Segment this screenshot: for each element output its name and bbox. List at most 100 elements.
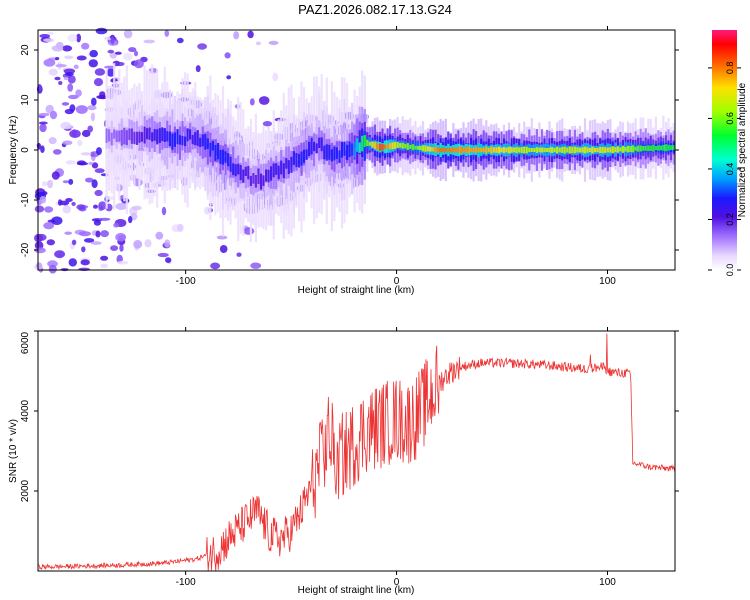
spectrogram-cell [209,142,212,157]
spectrogram-cell [76,160,87,166]
spectrogram-cell [467,146,470,154]
spectrogram-cell [128,47,137,53]
spectrogram-cell [140,132,144,142]
spectrogram-cell [128,128,131,141]
spectrogram-cell [591,146,594,154]
spectrogram-cell [89,49,98,58]
spectrogram-cell [227,153,230,167]
spectrogram-cell [242,169,245,183]
spectrogram-cell [46,31,54,35]
spectrogram-cell [156,129,159,145]
snr-y-tick-label: 6000 [20,331,31,354]
spectrogram-cell [71,129,77,138]
spectrogram-cell [464,147,468,153]
spectrogram-cell [571,146,574,154]
spectrogram-cell [224,151,227,163]
spectrogram-cell [318,137,321,148]
spectrogram-cell [197,43,208,50]
spectrogram-cell [64,231,72,235]
spectrogram-y-tick-label: 0 [20,147,31,153]
spectrogram-cell [606,147,609,153]
spectrogram-cell [346,144,349,160]
spectrogram-cell [91,97,97,106]
spectrogram-cell [105,196,116,200]
spectrogram-cell [47,260,58,268]
spectrogram-cell [51,45,64,52]
spectrogram-cell [259,173,263,190]
spectrogram-cell [90,112,95,122]
spectrogram-cell [394,141,397,149]
spectrogram-cell [145,189,156,193]
spectrogram-cell [143,39,155,44]
spectrogram-cell [401,142,404,149]
spectrogram-y-tick-label: -10 [20,192,31,207]
spectrogram-cell [95,230,101,238]
spectrogram-cell [62,180,69,184]
snr-x-ticks: -100 0 100 [176,327,616,588]
spectrogram-cell [586,147,589,153]
colorbar-tick-label: 0.0 [725,264,735,277]
spectrogram-cell [257,168,260,184]
spectrogram-cell [39,123,47,133]
spectrogram-cell [76,204,86,211]
spectrogram-cell [254,175,257,188]
spectrogram-cell [614,147,617,153]
spectrogram-cell [55,63,67,68]
spectrogram-cell [353,141,356,158]
spectrogram-cell [378,143,382,151]
spectrogram-y-tick-label: 10 [20,94,31,106]
spectrogram-cell [669,145,673,150]
spectrogram-cell [333,146,336,161]
spectrogram-cell [376,143,379,150]
spectrogram-cell [262,175,265,186]
spectrogram-cell [125,130,128,146]
spectrogram-cell [414,145,417,150]
spectrogram-cell [75,105,88,114]
spectrogram-cell [133,131,136,145]
spectrogram-cell [65,160,76,165]
spectrogram-cell [68,178,74,185]
spectrogram-cell [252,173,255,184]
spectrogram-cell [642,146,645,151]
spectrogram-y-tick-label: -20 [20,242,31,257]
spectrogram-cell [62,140,73,146]
spectrogram-cell [210,262,221,270]
spectrogram-cell [44,206,54,213]
spectrogram-cell [439,147,442,153]
spectrogram-cell [94,168,105,174]
spectrogram-cell [120,129,123,146]
spectrogram-cell [432,147,435,152]
spectrogram-cell [371,141,374,148]
spectrogram-cell [434,146,437,153]
spectrogram-cell [47,179,53,189]
spectrogram-cell [619,147,622,152]
spectrogram-cell [51,216,63,225]
spectrogram-cell [421,145,425,152]
spectrogram-cell [659,145,662,151]
spectrogram-cell [652,144,655,152]
spectrogram-cell [351,143,354,156]
snr-y-tick-label: 4000 [20,399,31,422]
spectrogram-cell [662,145,665,151]
spectrogram-cell [80,152,92,156]
spectrogram-cell [672,145,675,150]
spectrogram-cell [243,227,255,235]
spectrogram-cell [177,223,184,232]
spectrogram-cell [216,235,228,240]
spectrogram-cell [411,144,414,151]
spectrogram-cell [457,147,460,153]
spectrogram-cell [216,142,220,160]
spectrogram-cell [134,50,138,57]
spectrogram-cell [462,147,465,153]
spectrogram-cell [43,222,55,230]
spectrogram-cell [282,163,285,179]
spectrogram-cell [236,252,242,257]
spectrogram-y-ticks: -20 -10 0 10 20 [20,44,679,257]
spectrogram-cell [123,52,133,61]
spectrogram-cell [63,76,69,81]
spectrogram-cell [53,149,62,155]
spectrogram-cell [250,262,262,269]
spectrogram-cell [181,121,184,151]
spectrogram-cell [96,147,102,156]
spectrogram-cell [69,104,76,112]
